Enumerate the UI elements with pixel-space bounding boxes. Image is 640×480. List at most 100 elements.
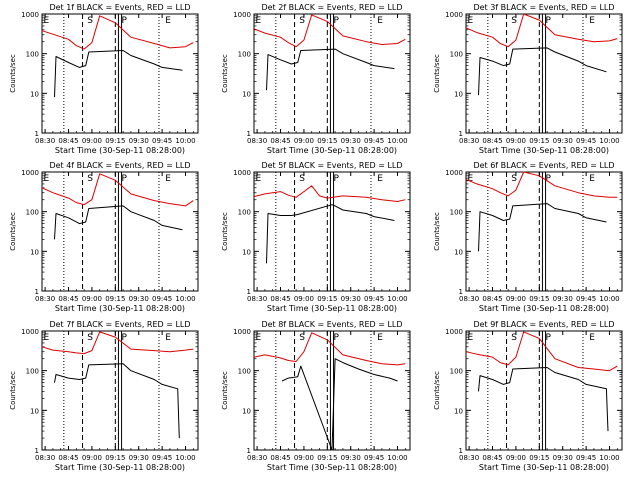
lld-series-line bbox=[465, 171, 618, 198]
y-axis-label: Counts/sec bbox=[433, 371, 441, 410]
marker-label: E bbox=[468, 16, 474, 26]
lld-series-line bbox=[465, 331, 618, 372]
y-tick-label: 1 bbox=[247, 447, 251, 455]
x-tick-label: 09:30 bbox=[553, 137, 573, 145]
marker-label: P bbox=[122, 174, 128, 184]
x-axis-label: Start Time (30-Sep-11 08:28:00) bbox=[55, 463, 185, 472]
y-axis-label: Counts/sec bbox=[221, 212, 229, 251]
panel-det-4: Det 4f BLACK = Events, RED = LLD Counts/s… bbox=[9, 161, 199, 313]
lld-series-line bbox=[253, 14, 406, 48]
y-tick-label: 10 bbox=[30, 248, 39, 256]
y-tick-label: 1000 bbox=[445, 11, 463, 19]
marker-label: S bbox=[511, 333, 517, 343]
lld-series-line bbox=[41, 173, 194, 207]
y-axis-label: Counts/sec bbox=[9, 371, 17, 410]
plot-frame bbox=[253, 13, 411, 134]
x-tick-label: 10:00 bbox=[599, 454, 619, 462]
events-series-line bbox=[281, 358, 398, 451]
marker-label: S bbox=[299, 174, 305, 184]
x-tick-label: 08:45 bbox=[58, 295, 78, 303]
x-tick-label: 09:00 bbox=[506, 295, 526, 303]
x-tick-label: 08:45 bbox=[58, 137, 78, 145]
y-tick-label: 1 bbox=[459, 130, 463, 138]
y-tick-label: 1000 bbox=[21, 11, 39, 19]
x-tick-label: 08:30 bbox=[247, 137, 267, 145]
x-axis-label: Start Time (30-Sep-11 08:28:00) bbox=[55, 304, 185, 313]
x-tick-label: 10:00 bbox=[599, 137, 619, 145]
x-axis-label: Start Time (30-Sep-11 08:28:00) bbox=[479, 463, 609, 472]
x-tick-label: 10:00 bbox=[599, 295, 619, 303]
y-tick-label: 1000 bbox=[445, 328, 463, 336]
x-tick-label: 10:00 bbox=[387, 295, 407, 303]
lld-series-line bbox=[253, 185, 406, 202]
x-tick-label: 09:00 bbox=[294, 295, 314, 303]
panel-det-6: Det 6f BLACK = Events, RED = LLD Counts/s… bbox=[433, 161, 623, 313]
y-axis-label: Counts/sec bbox=[9, 212, 17, 251]
plot-frame bbox=[465, 171, 623, 292]
y-tick-label: 100 bbox=[26, 209, 39, 217]
panel-title: Det 8f BLACK = Events, RED = LLD bbox=[261, 320, 402, 329]
y-tick-label: 100 bbox=[450, 368, 463, 376]
panel-title: Det 6f BLACK = Events, RED = LLD bbox=[473, 161, 614, 170]
x-tick-label: 09:45 bbox=[364, 137, 384, 145]
x-tick-label: 10:00 bbox=[175, 454, 195, 462]
y-axis-label: Counts/sec bbox=[221, 54, 229, 93]
y-tick-label: 100 bbox=[238, 209, 251, 217]
x-tick-label: 08:30 bbox=[247, 454, 267, 462]
x-tick-label: 08:45 bbox=[270, 295, 290, 303]
y-tick-label: 10 bbox=[454, 90, 463, 98]
marker-label: E bbox=[256, 333, 262, 343]
plot-frame bbox=[465, 13, 623, 134]
x-tick-label: 08:30 bbox=[35, 295, 55, 303]
y-tick-label: 1000 bbox=[445, 169, 463, 177]
lld-series-line bbox=[41, 15, 194, 50]
x-tick-label: 08:45 bbox=[482, 454, 502, 462]
marker-label: E bbox=[165, 16, 171, 26]
x-tick-label: 09:45 bbox=[576, 454, 596, 462]
x-tick-label: 09:45 bbox=[152, 454, 172, 462]
x-tick-label: 09:15 bbox=[317, 295, 337, 303]
x-tick-label: 08:45 bbox=[58, 454, 78, 462]
y-tick-label: 10 bbox=[242, 90, 251, 98]
marker-label: E bbox=[377, 333, 383, 343]
panel-title: Det 2f BLACK = Events, RED = LLD bbox=[261, 3, 402, 12]
y-tick-label: 1 bbox=[35, 130, 39, 138]
lld-series-line bbox=[41, 331, 194, 355]
x-tick-label: 09:45 bbox=[576, 295, 596, 303]
y-tick-label: 10 bbox=[242, 248, 251, 256]
y-tick-label: 10 bbox=[454, 248, 463, 256]
y-axis-label: Counts/sec bbox=[433, 54, 441, 93]
marker-label: E bbox=[256, 174, 262, 184]
y-tick-label: 1 bbox=[247, 130, 251, 138]
marker-label: S bbox=[299, 16, 305, 26]
x-tick-label: 08:45 bbox=[270, 454, 290, 462]
y-tick-label: 100 bbox=[26, 368, 39, 376]
plot-frame bbox=[41, 171, 199, 292]
x-tick-label: 09:30 bbox=[341, 295, 361, 303]
y-tick-label: 1 bbox=[459, 447, 463, 455]
x-tick-label: 08:30 bbox=[247, 295, 267, 303]
marker-label: S bbox=[511, 16, 517, 26]
marker-label: P bbox=[122, 16, 128, 26]
x-axis-label: Start Time (30-Sep-11 08:28:00) bbox=[479, 304, 609, 313]
panel-det-9: Det 9f BLACK = Events, RED = LLD Counts/s… bbox=[433, 320, 623, 472]
y-tick-label: 100 bbox=[238, 51, 251, 59]
marker-label: E bbox=[589, 333, 595, 343]
x-tick-label: 09:15 bbox=[105, 137, 125, 145]
marker-label: P bbox=[334, 174, 340, 184]
x-axis-label: Start Time (30-Sep-11 08:28:00) bbox=[479, 146, 609, 155]
x-tick-label: 09:45 bbox=[152, 137, 172, 145]
events-series-line bbox=[478, 47, 607, 96]
panel-det-2: Det 2f BLACK = Events, RED = LLD Counts/s… bbox=[221, 3, 411, 155]
marker-label: S bbox=[299, 333, 305, 343]
x-tick-label: 10:00 bbox=[387, 137, 407, 145]
y-tick-label: 100 bbox=[450, 51, 463, 59]
y-axis-label: Counts/sec bbox=[221, 371, 229, 410]
marker-label: S bbox=[87, 16, 93, 26]
marker-label: E bbox=[377, 174, 383, 184]
events-series-line bbox=[54, 50, 183, 98]
x-tick-label: 08:30 bbox=[459, 295, 479, 303]
x-axis-label: Start Time (30-Sep-11 08:28:00) bbox=[267, 146, 397, 155]
x-tick-label: 09:45 bbox=[364, 454, 384, 462]
marker-label: S bbox=[511, 174, 517, 184]
